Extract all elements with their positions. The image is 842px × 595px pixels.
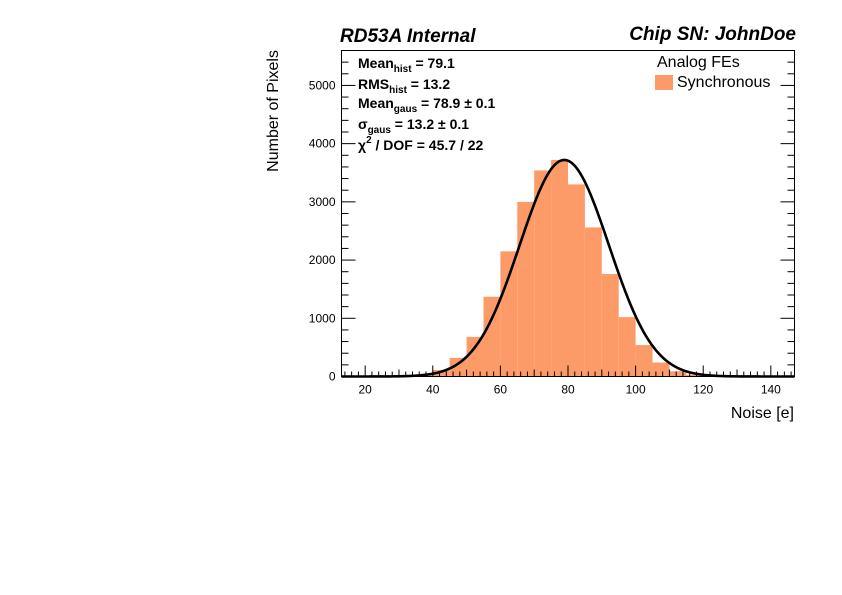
histogram-bar	[534, 170, 552, 377]
chart-title-left: RD53A Internal	[340, 26, 476, 47]
histogram-bar	[449, 357, 467, 377]
stat-mean-hist: Meanhist = 79.1	[358, 55, 455, 75]
histogram-bar	[500, 251, 518, 377]
x-tick-label: 100	[626, 383, 646, 397]
histogram-bar	[568, 184, 585, 377]
y-tick-label: 3000	[309, 195, 336, 209]
y-tick-label: 5000	[309, 78, 336, 92]
chart-title-right: Chip SN: JohnDoe	[629, 24, 796, 45]
x-axis: 20 40 60 80 100 120 140	[344, 365, 792, 397]
fit-statistics-box: Meanhist = 79.1 RMShist = 13.2 Meangaus …	[358, 55, 495, 153]
x-tick-label: 60	[494, 383, 508, 397]
histogram-bar	[601, 274, 619, 377]
x-axis-title: Noise [e]	[731, 405, 794, 422]
histogram-bar	[483, 296, 501, 377]
x-tick-label: 40	[426, 383, 440, 397]
y-tick-label: 4000	[309, 137, 336, 151]
x-tick-label: 120	[693, 383, 713, 397]
histogram-bar	[517, 201, 535, 377]
histogram-bar	[635, 345, 653, 377]
histogram-bar	[669, 371, 687, 377]
histogram-bar	[618, 317, 636, 377]
histogram-bar	[466, 336, 484, 377]
legend-swatch-synchronous	[655, 75, 673, 90]
stat-sigma-gaus: σgaus = 13.2 ± 0.1	[358, 116, 469, 136]
stat-chi2-dof: χ2 / DOF = 45.7 / 22	[358, 135, 484, 153]
y-tick-label: 2000	[309, 253, 336, 267]
histogram-bar	[584, 227, 602, 377]
histogram-bar	[432, 370, 450, 377]
stat-rms-hist: RMShist = 13.2	[358, 76, 450, 96]
gaussian-fit-curve	[341, 158, 795, 378]
legend-label-synchronous: Synchronous	[677, 74, 770, 91]
histogram-bar	[551, 159, 568, 377]
x-tick-label: 80	[561, 383, 575, 397]
y-axis: 0 1000 2000 3000 4000 5000	[309, 61, 795, 384]
legend: Analog FEs Synchronous	[655, 54, 770, 91]
y-tick-label: 1000	[309, 311, 336, 325]
y-tick-label: 0	[329, 370, 336, 384]
stat-mean-gaus: Meangaus = 78.9 ± 0.1	[358, 95, 495, 115]
x-tick-label: 20	[358, 383, 372, 397]
histogram-bar	[686, 374, 704, 377]
x-tick-label: 140	[761, 383, 781, 397]
legend-header: Analog FEs	[657, 54, 740, 71]
y-axis-title: Number of Pixels	[265, 50, 282, 172]
histogram-bars	[398, 159, 738, 377]
histogram-bar	[652, 362, 670, 377]
